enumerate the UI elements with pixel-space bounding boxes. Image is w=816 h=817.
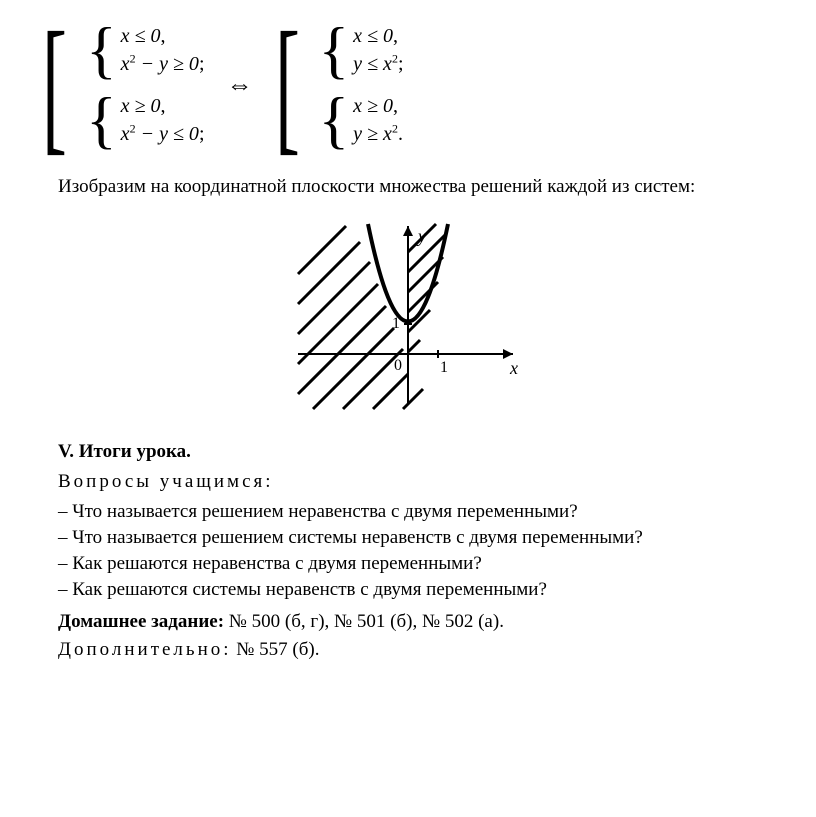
math-systems-block: [ { x ≤ 0, x2 − y ≥ 0; { x ≥ 0, x2 − y ≤… [30, 10, 786, 160]
graph-container: y x 0 1 1 [30, 214, 786, 419]
math-line: x ≥ 0, [121, 93, 205, 119]
additional-text: № 557 (б). [232, 639, 320, 660]
brace-icon: { [86, 18, 117, 82]
question-item: – Что называется решением неравенства с … [30, 501, 786, 523]
questions-heading: Вопросы учащимся: [30, 471, 786, 493]
homework-line: Домашнее задание: № 500 (б, г), № 501 (б… [30, 611, 786, 633]
math-line: x2 − y ≤ 0; [121, 121, 205, 147]
equiv-symbol: ⇔ [223, 70, 257, 100]
math-line: y ≥ x2. [353, 121, 403, 147]
intro-paragraph: Изобразим на координатной плоскости множ… [30, 174, 786, 200]
math-line: x ≤ 0, [121, 23, 205, 49]
math-line: x ≤ 0, [353, 23, 403, 49]
question-item: – Что называется решением системы нераве… [30, 527, 786, 549]
right-union: [ { x ≤ 0, y ≤ x2; { x ≥ 0, y ≥ x2. [275, 10, 404, 160]
math-line: x ≥ 0, [353, 93, 403, 119]
question-item: – Как решаются неравенства с двумя перем… [30, 553, 786, 575]
coordinate-graph: y x 0 1 1 [288, 214, 528, 414]
origin-label: 0 [394, 357, 402, 374]
left-union: [ { x ≤ 0, x2 − y ≥ 0; { x ≥ 0, x2 − y ≤… [42, 10, 205, 160]
brace-icon: { [318, 18, 349, 82]
y-axis-label: y [416, 226, 426, 246]
brace-icon: { [86, 88, 117, 152]
x-tick-label: 1 [440, 359, 448, 376]
additional-line: Дополнительно: № 557 (б). [30, 639, 786, 661]
x-axis-label: x [509, 358, 518, 378]
brace-icon: { [318, 88, 349, 152]
section-heading: V. Итоги урока. [30, 441, 786, 463]
y-tick-label: 1 [392, 315, 400, 332]
additional-label: Дополнительно: [58, 639, 232, 660]
right-union-bracket: [ [275, 10, 300, 160]
homework-text: № 500 (б, г), № 501 (б), № 502 (а). [224, 611, 504, 632]
math-line: x2 − y ≥ 0; [121, 51, 205, 77]
math-line: y ≤ x2; [353, 51, 403, 77]
homework-label: Домашнее задание: [58, 611, 224, 632]
question-item: – Как решаются системы неравенств с двум… [30, 579, 786, 601]
left-union-bracket: [ [42, 10, 67, 160]
